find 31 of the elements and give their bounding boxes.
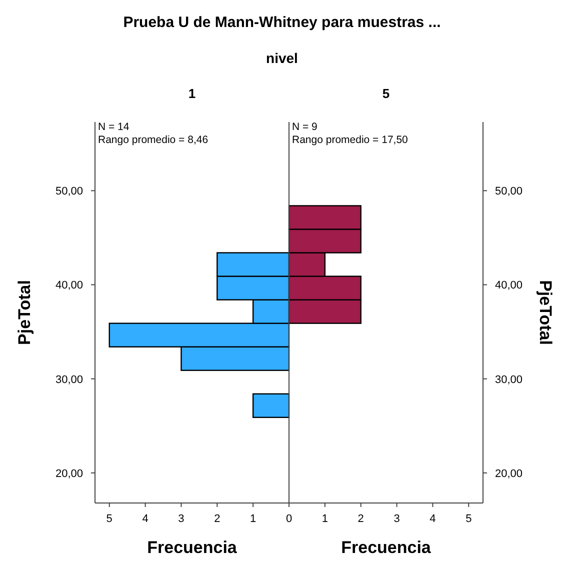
x-tick-label: 5	[106, 513, 112, 525]
y-tick-label: 40,00	[495, 280, 523, 292]
x-tick-label: 5	[466, 513, 472, 525]
x-tick-label: 1	[250, 513, 256, 525]
y-axis-title: PjeTotal	[536, 280, 555, 345]
x-axis-title: Frecuencia	[147, 538, 238, 557]
text: 5	[382, 86, 390, 101]
x-tick-label: 0	[286, 513, 292, 525]
x-tick-label: 3	[394, 513, 400, 525]
x-tick-label: 2	[214, 513, 220, 525]
x-tick-label: 4	[430, 513, 436, 525]
y-tick-label: 30,00	[495, 374, 523, 386]
y-tick-label: 20,00	[495, 468, 523, 480]
annotation: N = 9	[292, 121, 318, 133]
text: 1	[188, 86, 196, 101]
chart-title: Prueba U de Mann-Whitney para muestras ...	[123, 14, 441, 31]
x-axis-title: Frecuencia	[341, 538, 432, 557]
y-tick-label: 40,00	[55, 280, 83, 292]
x-tick-label: 4	[142, 513, 148, 525]
y-axis-title: PjeTotal	[15, 280, 34, 345]
y-tick-label: 50,00	[55, 186, 83, 198]
y-tick-label: 20,00	[55, 468, 83, 480]
annotation: N = 14	[98, 121, 130, 133]
chart-subtitle: nivel	[266, 50, 298, 66]
annotation: Rango promedio = 8,46	[98, 134, 208, 146]
x-tick-label: 3	[178, 513, 184, 525]
x-tick-label: 1	[322, 513, 328, 525]
x-tick-label: 2	[358, 513, 364, 525]
y-tick-label: 50,00	[495, 186, 523, 198]
annotation: Rango promedio = 17,50	[292, 134, 408, 146]
y-tick-label: 30,00	[55, 374, 83, 386]
